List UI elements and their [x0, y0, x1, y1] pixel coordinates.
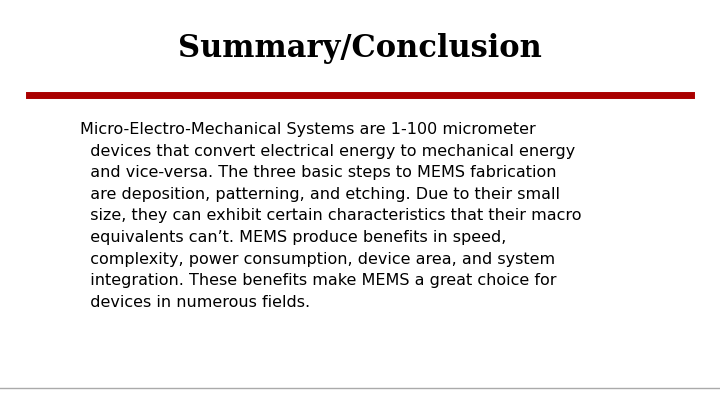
Text: Micro-Electro-Mechanical Systems are 1-100 micrometer
  devices that convert ele: Micro-Electro-Mechanical Systems are 1-1… [80, 122, 582, 310]
Text: Summary/Conclusion: Summary/Conclusion [178, 32, 542, 64]
